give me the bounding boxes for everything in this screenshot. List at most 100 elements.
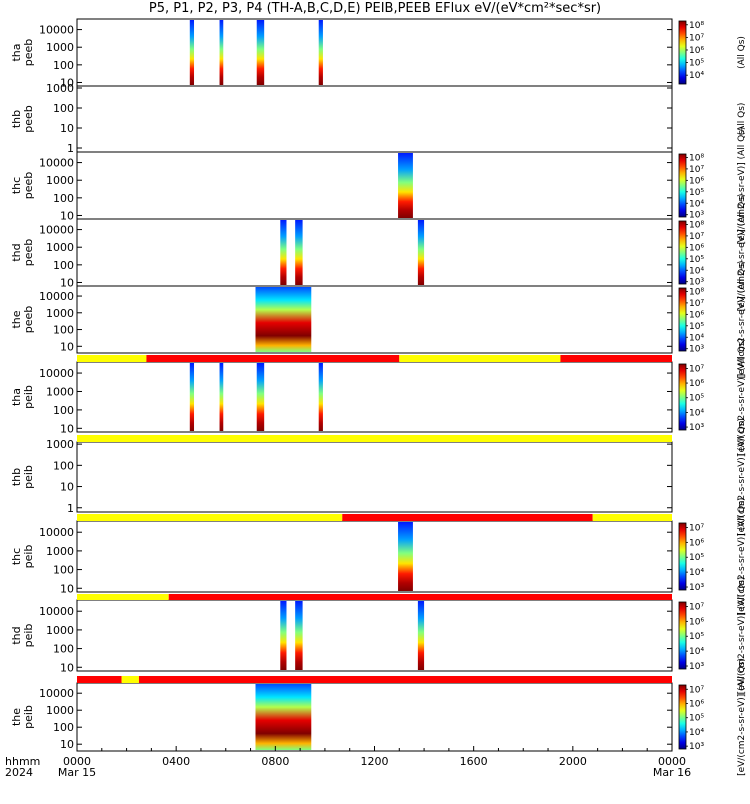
colorbar-tick-label: 10⁶ bbox=[689, 176, 704, 186]
colorbar bbox=[678, 20, 687, 85]
panel-frame bbox=[76, 151, 673, 220]
y-tick-label: 10 bbox=[60, 122, 74, 135]
spectrogram-burst bbox=[417, 601, 425, 670]
spectrogram-burst bbox=[318, 363, 323, 431]
y-tick-label: 10000 bbox=[39, 687, 74, 700]
x-axis-label-bottom: 2024 bbox=[5, 766, 33, 779]
spectrogram-burst bbox=[255, 287, 312, 352]
spectrogram-burst bbox=[219, 20, 224, 85]
quality-flag-segment bbox=[138, 676, 672, 683]
spectrogram-burst bbox=[189, 363, 195, 431]
colorbar-tick-label: 10⁵ bbox=[689, 59, 704, 69]
colorbar-tick-label: 10³ bbox=[689, 742, 704, 752]
colorbar-label: [eV/(cm2-s-sr-eV)] (All Qs) bbox=[737, 498, 747, 616]
colorbar-tick-label: 10⁸ bbox=[689, 287, 704, 297]
colorbar-tick-label: 10⁴ bbox=[689, 728, 704, 738]
panel-thc-peib: 10 100 1000 10000 thc peib 10³ 10⁴ 10⁵ 10⁶ 10⁷ [eV/… bbox=[10, 498, 747, 616]
quality-flag-bar bbox=[77, 676, 672, 683]
spectrogram-burst bbox=[295, 220, 303, 285]
colorbar-tick-label: 10⁸ bbox=[689, 220, 704, 230]
colorbar-label: [eV/(cm2-s-sr-eV)] (All Qs) bbox=[737, 338, 747, 456]
colorbar-tick-label: 10⁶ bbox=[689, 379, 704, 389]
spectrogram-burst bbox=[219, 363, 224, 431]
x-tick-label: 0800 bbox=[261, 755, 289, 768]
panel-frame bbox=[76, 682, 673, 752]
quality-flag-segment bbox=[77, 435, 672, 442]
x-tick-label: 0000 bbox=[658, 755, 686, 768]
y-tick-label: 1000 bbox=[46, 307, 74, 320]
colorbar-tick-label: 10⁵ bbox=[689, 188, 704, 198]
colorbar-label: [eV/(cm2-s-sr-eV)] (All Qs) bbox=[737, 194, 747, 312]
spectrogram-burst bbox=[255, 684, 312, 750]
y-axis-instrument-label: peeb bbox=[22, 306, 35, 334]
quality-flag-segment bbox=[560, 355, 672, 362]
x-tick-date: Mar 15 bbox=[58, 766, 96, 779]
quality-flag-bar bbox=[77, 514, 672, 521]
y-tick-label: 100 bbox=[53, 404, 74, 417]
spectrogram-burst bbox=[318, 20, 323, 85]
x-tick-label: 0400 bbox=[162, 755, 190, 768]
y-tick-label: 10000 bbox=[39, 526, 74, 539]
y-axis-probe-label: the bbox=[10, 310, 23, 328]
colorbar-label: [eV/(cm2-s-sr-eV)] (All Qs) bbox=[737, 418, 747, 536]
x-tick-label: 1600 bbox=[460, 755, 488, 768]
colorbar-tick-label: 10⁶ bbox=[689, 617, 704, 627]
y-axis-probe-label: thc bbox=[10, 177, 23, 194]
y-tick-label: 10 bbox=[60, 276, 74, 289]
panel-thb-peib: 1 10 100 1000 thb peib [eV/(cm2-s-sr-eV)] (All… bbox=[10, 418, 747, 536]
colorbar-tick-label: 10⁷ bbox=[689, 364, 704, 374]
y-tick-label: 1000 bbox=[46, 545, 74, 558]
colorbar bbox=[678, 522, 687, 591]
colorbar bbox=[678, 153, 687, 218]
y-tick-label: 10000 bbox=[39, 290, 74, 303]
quality-flag-segment bbox=[592, 514, 672, 521]
y-tick-label: 100 bbox=[53, 324, 74, 337]
colorbar-tick-label: 10⁵ bbox=[689, 322, 704, 332]
x-tick-label: 0000 bbox=[63, 755, 91, 768]
y-axis-probe-label: the bbox=[10, 708, 23, 726]
colorbar-tick-label: 10⁴ bbox=[689, 568, 704, 578]
y-tick-label: 10 bbox=[60, 422, 74, 435]
y-tick-label: 10 bbox=[60, 340, 74, 353]
y-tick-label: 100 bbox=[53, 102, 74, 115]
colorbar-tick-label: 10⁴ bbox=[689, 333, 704, 343]
colorbar-tick-label: 10⁵ bbox=[689, 553, 704, 563]
colorbar-label: [eV/(cm2-s-sr-eV)] (All Qs) bbox=[737, 261, 747, 379]
panel-frame bbox=[76, 520, 673, 593]
colorbar bbox=[678, 220, 687, 285]
y-tick-label: 10000 bbox=[39, 157, 74, 170]
y-axis-instrument-label: peeb bbox=[22, 105, 35, 133]
spectrogram-burst bbox=[256, 363, 265, 431]
colorbar-tick-label: 10³ bbox=[689, 583, 704, 593]
quality-flag-segment bbox=[77, 594, 169, 600]
panel-frame bbox=[76, 599, 673, 672]
colorbar-tick-label: 10³ bbox=[689, 278, 704, 288]
y-axis-probe-label: thd bbox=[10, 626, 23, 644]
colorbar-label: (All Qs) bbox=[737, 103, 747, 136]
colorbar-tick-label: 10⁴ bbox=[689, 647, 704, 657]
y-tick-label: 10 bbox=[60, 481, 74, 494]
quality-flag-segment bbox=[77, 676, 122, 683]
colorbar-tick-label: 10³ bbox=[689, 211, 704, 221]
colorbar-tick-label: 10⁴ bbox=[689, 71, 704, 81]
y-axis-instrument-label: peib bbox=[22, 465, 35, 489]
spectrogram-burst bbox=[295, 601, 303, 670]
colorbar bbox=[678, 601, 687, 670]
y-tick-label: 10000 bbox=[39, 367, 74, 380]
quality-flag-segment bbox=[121, 676, 139, 683]
quality-flag-segment bbox=[77, 514, 343, 521]
y-tick-label: 1000 bbox=[46, 82, 74, 95]
y-axis-probe-label: thb bbox=[10, 110, 23, 128]
quality-flag-segment bbox=[77, 355, 147, 362]
y-tick-label: 1000 bbox=[46, 41, 74, 54]
spectrogram-burst bbox=[417, 220, 425, 285]
panel-frame bbox=[76, 85, 673, 153]
panel-frame bbox=[76, 361, 673, 433]
y-tick-label: 10 bbox=[60, 738, 74, 751]
y-axis-instrument-label: peib bbox=[22, 705, 35, 729]
